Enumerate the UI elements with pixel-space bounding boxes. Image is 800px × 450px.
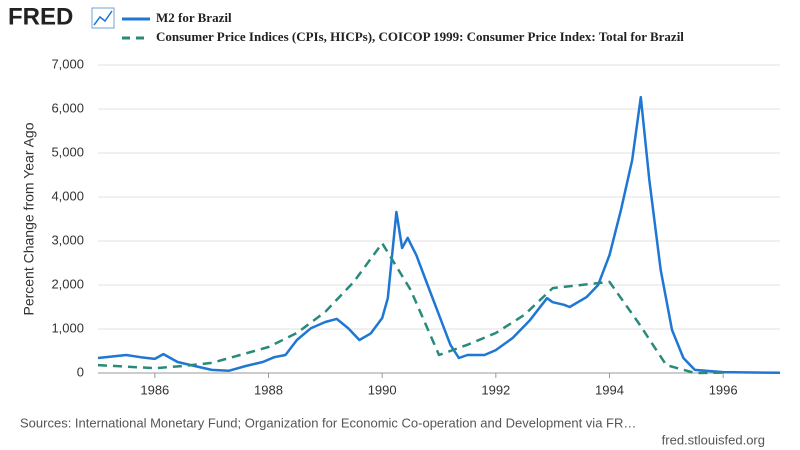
x-tick-label: 1992 [481,382,510,397]
x-tick-label: 1990 [368,382,397,397]
legend-label: M2 for Brazil [156,10,232,25]
x-tick-label: 1994 [595,382,624,397]
source: Sources: International Monetary Fund; Or… [20,415,636,430]
y-tick-label: 2,000 [51,276,84,291]
y-tick-label: 4,000 [51,188,84,203]
series-line [97,95,781,375]
logo-icon-line [93,10,113,26]
credit: fred.stlouisfed.org [662,432,765,447]
logo-icon [91,7,115,29]
x-tick-label: 1986 [140,382,169,397]
y-tick-label: 6,000 [51,100,84,115]
y-tick-label: 3,000 [51,232,84,247]
x-tick-label: 1996 [709,382,738,397]
logo: FRED [8,3,73,30]
y-tick-label: 0 [77,364,84,379]
x-tick-label: 1988 [254,382,283,397]
y-tick-label: 1,000 [51,320,84,335]
legend-label: Consumer Price Indices (CPIs, HICPs), CO… [156,29,684,44]
y-tick-label: 5,000 [51,144,84,159]
y-tick-label: 7,000 [51,56,84,71]
series-line [97,241,724,375]
y-axis-label: Percent Change from Year Ago [21,122,37,315]
